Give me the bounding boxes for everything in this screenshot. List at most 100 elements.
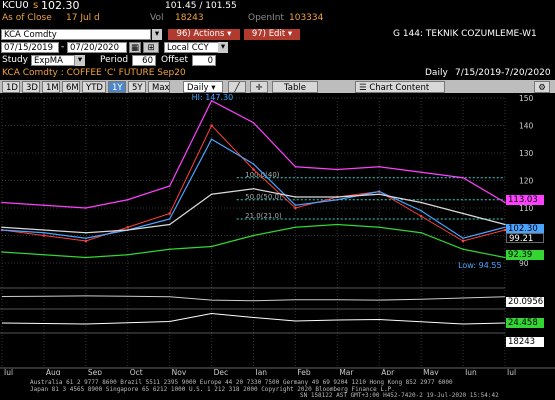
- chart-content-button[interactable]: ☰ Chart Content: [355, 81, 445, 93]
- offset-field[interactable]: 0: [192, 55, 216, 66]
- series-point: [504, 201, 506, 204]
- series-point: [420, 209, 422, 212]
- last-price: 102.30: [41, 0, 80, 12]
- chevron-down-icon[interactable]: ▾: [218, 42, 228, 53]
- series-point: [294, 226, 297, 229]
- footer-line3: SN 158122 AST GMT+3:00 H452-7420-2 19-Ju…: [300, 392, 499, 399]
- period-button-1y[interactable]: 1Y: [108, 81, 126, 93]
- x-tick-label: Feb: [297, 368, 311, 375]
- offset-label: Offset: [161, 55, 189, 65]
- series-point: [85, 207, 87, 209]
- series-point: [294, 196, 297, 198]
- series-point: [126, 198, 129, 201]
- fib-label: 50.0(50.0): [245, 193, 282, 201]
- last-price-badge: 102.30: [506, 223, 544, 234]
- series-point: [336, 196, 339, 198]
- actions-label: Actions: [193, 29, 225, 39]
- series-point: [419, 214, 423, 218]
- period-button-max[interactable]: Max: [148, 81, 170, 93]
- price-chart[interactable]: 100.0(40)50.0(50.0)21.0(21.0) 9010011012…: [0, 93, 555, 375]
- edit-num: 97): [251, 29, 266, 39]
- crosshair-icon[interactable]: ✛: [250, 81, 268, 93]
- series-point: [504, 223, 506, 226]
- vol-value: 18243: [175, 13, 204, 23]
- date-range-bar: 07/15/2019 - 07/20/2020 ▦ ⊞ Local CCY ▾: [0, 42, 555, 54]
- study-bar: Study ExpMA ▾ Period 60 Offset 0: [0, 55, 555, 67]
- period-field[interactable]: 60: [132, 55, 156, 66]
- zoom-icon[interactable]: ⊞: [143, 42, 159, 53]
- edit-button[interactable]: 97) Edit ▾: [244, 29, 300, 40]
- upper-band-badge: 113.03: [506, 194, 544, 205]
- series-point: [126, 253, 129, 256]
- chevron-down-icon[interactable]: ▾: [75, 55, 85, 66]
- series-point: [252, 163, 255, 165]
- toolbar: KCA Comdty ▾ 96) Actions ▾ 97) Edit ▾ G …: [0, 28, 555, 41]
- series-point: [252, 187, 255, 190]
- series-point: [168, 223, 171, 226]
- series-point: [85, 231, 87, 234]
- openint-value: 103334: [289, 13, 324, 23]
- y-tick-label: 90: [519, 259, 529, 268]
- series-point: [210, 99, 213, 102]
- footer: Australia 61 2 9777 8600 Brazil 5511 239…: [0, 379, 555, 400]
- bid-ask: 101.45 / 101.55: [165, 1, 237, 11]
- table-button[interactable]: Table: [272, 81, 318, 93]
- lower-band-badge: 92.39: [506, 250, 544, 261]
- series-point: [43, 229, 45, 231]
- end-date-field[interactable]: 07/20/2020: [67, 42, 127, 53]
- y-tick-label: 140: [519, 122, 534, 131]
- series-point: [168, 185, 171, 187]
- y-tick-label: 130: [519, 149, 534, 158]
- chart-series: [0, 99, 507, 259]
- series-point: [42, 234, 46, 237]
- chevron-down-icon: ▾: [211, 83, 216, 93]
- series-point: [294, 206, 297, 210]
- vol-label: Vol: [150, 13, 164, 23]
- x-tick-label: Jul: [506, 368, 516, 375]
- security-field[interactable]: KCA Comdty: [1, 29, 151, 40]
- close-bar: As of Close 17 Jul d Vol 18243 OpenInt 1…: [0, 13, 555, 25]
- series-point: [462, 212, 464, 215]
- gear-icon[interactable]: ⚙: [534, 81, 550, 93]
- series-point: [1, 226, 3, 229]
- price-prefix: s: [33, 0, 39, 11]
- fib-label: 100.0(40): [245, 171, 280, 179]
- period-label: Period: [100, 55, 129, 65]
- period-button-6m[interactable]: 6M: [62, 81, 80, 93]
- period-button-5y[interactable]: 5Y: [128, 81, 146, 93]
- frequency-select[interactable]: Daily ▾: [183, 81, 223, 93]
- series-point: [503, 228, 507, 232]
- series-point: [126, 229, 129, 231]
- series-point: [420, 201, 422, 204]
- fib-levels: 100.0(40) 50.0(50.0) 21.0(21.0): [236, 171, 505, 220]
- fib-label: 21.0(21.0): [245, 212, 282, 220]
- start-date-field[interactable]: 07/15/2019: [1, 42, 59, 53]
- period-button-3d[interactable]: 3D: [22, 81, 40, 93]
- series-point: [1, 201, 3, 204]
- table-label: Table: [284, 83, 306, 93]
- series-point: [294, 204, 297, 207]
- x-tick-label: Jun: [464, 368, 477, 375]
- study-select[interactable]: ExpMA: [31, 55, 75, 66]
- chevron-down-icon: ▾: [287, 29, 293, 39]
- frequency-value: Daily: [187, 83, 209, 93]
- x-tick-label: Dec: [214, 368, 229, 375]
- ticker: KCU0: [2, 0, 29, 11]
- series-point: [336, 168, 339, 171]
- security-dropdown-icon[interactable]: ▾: [152, 29, 162, 40]
- period-button-1d[interactable]: 1D: [2, 81, 20, 93]
- series-point: [210, 245, 213, 248]
- period-button-1m[interactable]: 1M: [42, 81, 60, 93]
- actions-button[interactable]: 96) Actions ▾: [168, 29, 240, 40]
- calendar-icon[interactable]: ▦: [129, 42, 141, 53]
- series-point: [168, 212, 171, 215]
- line-chart-icon[interactable]: ╱: [228, 81, 246, 93]
- series-point: [210, 124, 213, 127]
- series-point: [461, 239, 465, 243]
- period-button-ytd[interactable]: YTD: [82, 81, 106, 93]
- range-dash: -: [61, 42, 65, 52]
- currency-select[interactable]: Local CCY: [164, 42, 220, 53]
- y-tick-label: 120: [519, 177, 534, 186]
- volume-badge: 18243: [506, 337, 544, 347]
- hi-annotation: HI: 147.30: [192, 93, 234, 102]
